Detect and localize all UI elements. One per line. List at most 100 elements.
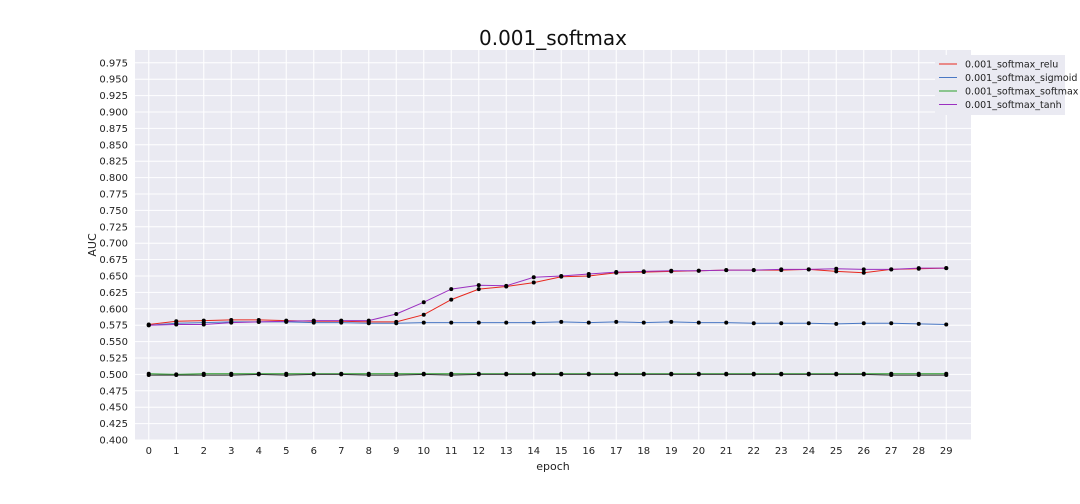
data-point-0-001-softmax-sigmoid — [614, 319, 619, 324]
x-tick-label: 19 — [665, 446, 678, 457]
data-point-unlabeled-series — [724, 372, 729, 377]
data-point-0-001-softmax-tanh — [201, 322, 206, 327]
data-point-unlabeled-series — [284, 373, 289, 378]
data-point-0-001-softmax-tanh — [834, 266, 839, 271]
x-tick-label: 21 — [720, 446, 733, 457]
x-tick-label: 14 — [527, 446, 540, 457]
y-tick-label: 0.575 — [99, 321, 128, 332]
data-point-unlabeled-series — [449, 373, 454, 378]
data-point-0-001-softmax-relu — [449, 297, 454, 302]
data-point-unlabeled-series — [476, 372, 481, 377]
x-tick-label: 16 — [582, 446, 595, 457]
data-point-0-001-softmax-tanh — [916, 266, 921, 271]
x-tick-label: 13 — [500, 446, 513, 457]
data-point-0-001-softmax-relu — [476, 287, 481, 292]
data-point-0-001-softmax-sigmoid — [669, 319, 674, 324]
y-tick-label: 0.525 — [99, 353, 128, 364]
y-tick-label: 0.700 — [99, 239, 128, 250]
series-line-unlabeled-series — [148, 373, 947, 376]
data-point-unlabeled-series — [944, 373, 949, 378]
data-point-unlabeled-series — [641, 372, 646, 377]
y-tick-label: 0.550 — [99, 337, 128, 348]
data-point-0-001-softmax-sigmoid — [504, 320, 509, 325]
data-point-0-001-softmax-tanh — [861, 267, 866, 272]
data-point-unlabeled-series — [696, 372, 701, 377]
legend-entry: 0.001_softmax_tanh — [965, 100, 1062, 111]
x-tick-label: 2 — [201, 446, 207, 457]
data-point-0-001-softmax-sigmoid — [779, 321, 784, 326]
data-point-0-001-softmax-tanh — [889, 267, 894, 272]
data-point-0-001-softmax-sigmoid — [916, 321, 921, 326]
x-tick-label: 15 — [555, 446, 568, 457]
data-point-unlabeled-series — [229, 373, 234, 378]
y-tick-label: 0.625 — [99, 288, 128, 299]
legend-entry: 0.001_softmax_relu — [965, 60, 1058, 71]
x-tick-label: 18 — [637, 446, 650, 457]
data-point-unlabeled-series — [834, 372, 839, 377]
x-tick-label: 26 — [857, 446, 870, 457]
data-point-unlabeled-series — [256, 372, 261, 377]
data-point-0-001-softmax-sigmoid — [944, 322, 949, 327]
y-tick-label: 0.425 — [99, 419, 128, 430]
series-line-0-001-softmax-tanh — [148, 267, 947, 326]
data-point-0-001-softmax-sigmoid — [394, 321, 399, 326]
data-point-0-001-softmax-sigmoid — [476, 320, 481, 325]
data-point-0-001-softmax-tanh — [284, 319, 289, 324]
x-tick-label: 10 — [417, 446, 430, 457]
data-point-0-001-softmax-tanh — [559, 273, 564, 278]
x-tick-label: 5 — [283, 446, 289, 457]
data-point-0-001-softmax-relu — [421, 312, 426, 317]
x-tick-label: 11 — [445, 446, 458, 457]
data-point-unlabeled-series — [779, 372, 784, 377]
x-axis-label: epoch — [536, 460, 570, 473]
y-tick-label: 0.800 — [99, 173, 128, 184]
data-point-unlabeled-series — [366, 373, 371, 378]
x-tick-label: 3 — [228, 446, 234, 457]
data-point-0-001-softmax-sigmoid — [696, 320, 701, 325]
legend-entry: 0.001_softmax_softmax — [965, 87, 1079, 98]
data-point-0-001-softmax-sigmoid — [641, 320, 646, 325]
y-tick-label: 0.850 — [99, 140, 128, 151]
data-point-0-001-softmax-tanh — [421, 300, 426, 305]
x-tick-label: 29 — [940, 446, 953, 457]
x-tick-label: 12 — [472, 446, 485, 457]
plot-background — [135, 50, 971, 440]
data-point-0-001-softmax-tanh — [779, 267, 784, 272]
data-point-0-001-softmax-tanh — [229, 320, 234, 325]
legend-entry: 0.001_softmax_sigmoid — [965, 73, 1077, 84]
data-point-0-001-softmax-sigmoid — [724, 320, 729, 325]
y-tick-label: 0.650 — [99, 271, 128, 282]
data-point-unlabeled-series — [916, 373, 921, 378]
y-tick-label: 0.725 — [99, 222, 128, 233]
y-tick-label: 0.975 — [99, 58, 128, 69]
data-point-0-001-softmax-tanh — [669, 268, 674, 273]
data-point-unlabeled-series — [806, 372, 811, 377]
legend: 0.001_softmax_relu 0.001_softmax_sigmoid 0… — [935, 55, 1079, 115]
data-point-unlabeled-series — [146, 373, 151, 378]
x-tick-label: 8 — [366, 446, 372, 457]
y-tick-label: 0.925 — [99, 91, 128, 102]
chart-title: 0.001_softmax — [479, 26, 627, 50]
x-tick-label: 22 — [747, 446, 760, 457]
y-tick-label: 0.900 — [99, 107, 128, 118]
data-point-unlabeled-series — [559, 372, 564, 377]
data-point-unlabeled-series — [531, 372, 536, 377]
y-tick-label: 0.775 — [99, 189, 128, 200]
data-point-0-001-softmax-tanh — [751, 268, 756, 273]
data-point-0-001-softmax-tanh — [504, 283, 509, 288]
data-point-0-001-softmax-relu — [531, 280, 536, 285]
data-point-0-001-softmax-tanh — [476, 283, 481, 288]
data-point-0-001-softmax-tanh — [944, 266, 949, 271]
data-point-0-001-softmax-sigmoid — [559, 319, 564, 324]
x-tick-label: 17 — [610, 446, 623, 457]
data-point-0-001-softmax-tanh — [256, 319, 261, 324]
data-point-0-001-softmax-tanh — [366, 318, 371, 323]
x-tick-label: 23 — [775, 446, 788, 457]
data-point-unlabeled-series — [586, 372, 591, 377]
y-tick-label: 0.675 — [99, 255, 128, 266]
data-point-0-001-softmax-tanh — [449, 287, 454, 292]
data-point-0-001-softmax-tanh — [586, 272, 591, 277]
data-point-0-001-softmax-sigmoid — [861, 321, 866, 326]
x-tick-label: 4 — [256, 446, 262, 457]
data-point-0-001-softmax-tanh — [146, 323, 151, 328]
